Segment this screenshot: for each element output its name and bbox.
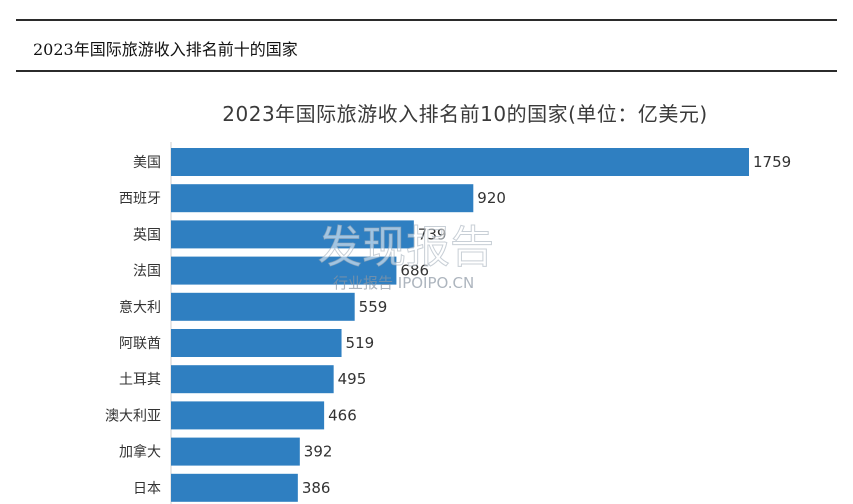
- bar: [171, 292, 355, 321]
- value-label: 392: [304, 443, 333, 461]
- value-label: 495: [338, 370, 367, 388]
- chart-title: 2023年国际旅游收入排名前10的国家(单位：亿美元): [222, 102, 708, 126]
- document-caption: 2023年国际旅游收入排名前十的国家: [33, 40, 298, 59]
- value-label: 686: [400, 262, 429, 280]
- category-label: 土耳其: [119, 372, 161, 388]
- value-label: 739: [418, 225, 447, 243]
- bar: [171, 437, 300, 466]
- bar: [171, 148, 749, 176]
- category-label: 西班牙: [119, 191, 161, 207]
- bar: [171, 220, 414, 249]
- top-rule: [16, 19, 837, 21]
- watermark-brand: 发现报告: [318, 222, 494, 273]
- category-label: 意大利: [119, 299, 161, 316]
- category-label: 澳大利亚: [105, 408, 161, 424]
- category-label: 法国: [133, 264, 161, 280]
- value-label: 920: [477, 189, 506, 207]
- category-label: 加拿大: [119, 444, 161, 461]
- bar: [171, 365, 334, 394]
- value-label: 386: [302, 479, 331, 497]
- bar: [171, 329, 342, 357]
- category-label: 英国: [133, 226, 161, 243]
- category-label: 美国: [133, 155, 161, 171]
- value-label: 519: [346, 334, 375, 352]
- caption-rule: [16, 70, 837, 72]
- bar: [171, 184, 474, 213]
- value-label: 559: [359, 298, 388, 316]
- category-label: 日本: [133, 481, 161, 497]
- value-label: 1759: [753, 153, 791, 171]
- bar: [171, 256, 397, 285]
- value-label: 466: [328, 406, 357, 424]
- category-label: 阿联酋: [119, 335, 161, 352]
- bar: [171, 473, 298, 502]
- bars-group: 美国 1759 西班牙 920 英国 739 法国 686 意大利 559 阿联酋 519 土耳其 495…: [105, 148, 791, 502]
- watermark-site: 行业报告 IPOIPO.CN: [333, 274, 474, 292]
- bar: [171, 401, 325, 430]
- watermark: 发现报告 行业报告 IPOIPO.CN: [318, 222, 495, 293]
